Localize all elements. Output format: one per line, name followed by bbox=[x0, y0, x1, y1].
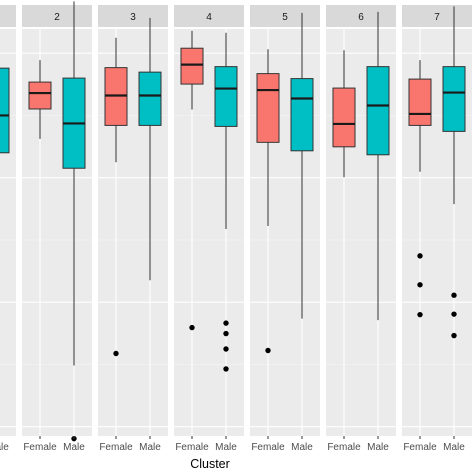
facet-strip-label: 3 bbox=[130, 12, 136, 23]
box-female bbox=[104, 37, 128, 357]
facet-strip bbox=[0, 5, 16, 27]
box-male bbox=[0, 67, 10, 154]
x-tick-label: Male bbox=[367, 442, 389, 453]
box-iqr bbox=[28, 81, 52, 110]
box-female bbox=[28, 60, 52, 139]
x-tick-label: Female bbox=[403, 442, 437, 453]
outlier-point bbox=[189, 324, 195, 331]
box-female bbox=[408, 60, 432, 318]
x-tick-label: Female bbox=[23, 442, 57, 453]
x-tick-label: Male bbox=[63, 442, 85, 453]
box-female bbox=[332, 50, 356, 178]
box-iqr bbox=[442, 66, 466, 132]
facet-panels: FemaleMale2FemaleMale3FemaleMale4FemaleM… bbox=[0, 1, 472, 453]
box-iqr bbox=[332, 87, 356, 148]
facet-panel-3: 3 Female Male bbox=[98, 5, 168, 453]
x-tick-label: Male bbox=[139, 442, 161, 453]
facet-strip-label: 4 bbox=[206, 12, 212, 23]
x-tick-label: Male bbox=[443, 442, 465, 453]
box-iqr bbox=[408, 78, 432, 126]
facet-strip-label: 6 bbox=[358, 12, 364, 23]
x-tick-label: Female bbox=[251, 442, 285, 453]
box-iqr bbox=[0, 67, 10, 154]
box-female bbox=[256, 49, 280, 354]
outlier-point bbox=[223, 330, 229, 337]
outlier-point bbox=[223, 320, 229, 326]
box-iqr bbox=[366, 66, 390, 156]
facet-panel-6: 6 Female Male bbox=[326, 5, 396, 453]
outlier-point bbox=[417, 253, 423, 259]
box-male bbox=[366, 11, 390, 321]
facet-strip-label: 7 bbox=[434, 12, 440, 23]
facet-strip-label: 2 bbox=[54, 12, 60, 23]
facet-strip-label: 5 bbox=[282, 12, 288, 23]
facet-panel-4: 4 Female Male bbox=[174, 5, 244, 453]
outlier-point bbox=[223, 346, 229, 352]
x-tick-label: Male bbox=[291, 442, 313, 453]
box-male bbox=[442, 6, 466, 339]
outlier-point bbox=[113, 350, 119, 357]
facet-panel-7: 7 Female Male bbox=[402, 5, 472, 453]
facet-strip bbox=[174, 5, 244, 27]
x-tick-label: Male bbox=[215, 442, 237, 453]
outlier-point bbox=[223, 366, 229, 372]
facet-panel-2: 2 Female Male bbox=[22, 1, 92, 453]
box-male bbox=[214, 32, 238, 372]
box-male bbox=[62, 1, 86, 442]
outlier-point bbox=[417, 282, 423, 288]
box-male bbox=[138, 17, 162, 281]
box-male bbox=[290, 12, 314, 319]
x-tick-label: Male bbox=[0, 442, 9, 453]
outlier-point bbox=[451, 311, 457, 317]
x-axis-title: Cluster bbox=[190, 457, 230, 471]
outlier-point bbox=[451, 332, 457, 339]
box-iqr bbox=[214, 66, 238, 127]
box-female bbox=[180, 30, 204, 331]
outlier-point bbox=[265, 347, 271, 354]
box-iqr bbox=[256, 73, 280, 143]
facet-panel-5: 5 Female Male bbox=[250, 5, 320, 453]
outlier-point bbox=[417, 311, 423, 318]
box-iqr bbox=[138, 71, 162, 126]
box-iqr bbox=[290, 78, 314, 152]
x-tick-label: Female bbox=[327, 442, 361, 453]
x-tick-label: Female bbox=[99, 442, 133, 453]
outlier-point bbox=[451, 292, 457, 298]
x-tick-label: Female bbox=[175, 442, 209, 453]
box-iqr bbox=[180, 47, 204, 85]
